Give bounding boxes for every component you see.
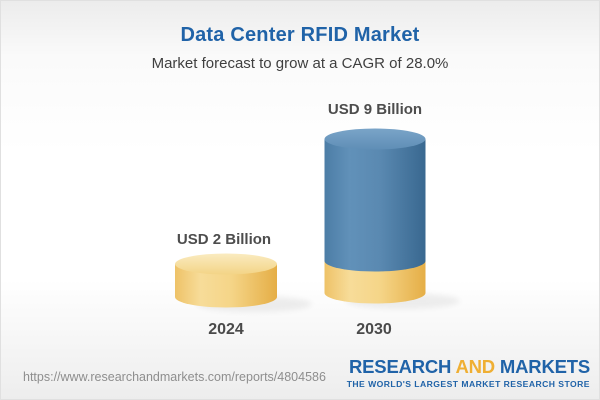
value-label-2024: USD 2 Billion	[176, 231, 272, 248]
bar-2030-top-cap	[324, 128, 426, 150]
bar-2024-top-cap	[175, 253, 277, 275]
source-url: https://www.researchandmarkets.com/repor…	[23, 370, 326, 384]
bar-2030-growth-segment	[324, 128, 426, 272]
logo-research-word: RESEARCH	[349, 356, 452, 377]
bar-2024-cylinder	[175, 253, 312, 312]
brand-logo: RESEARCH AND MARKETS THE WORLD'S LARGEST…	[346, 356, 591, 389]
x-axis-label-2024: 2024	[208, 321, 244, 338]
brand-logo-tagline: THE WORLD'S LARGEST MARKET RESEARCH STOR…	[346, 378, 590, 389]
logo-and-word: AND	[455, 356, 495, 377]
brand-logo-wordmark: RESEARCH AND MARKETS	[347, 356, 590, 377]
x-axis-label-2030: 2030	[356, 321, 392, 338]
chart-title: Data Center RFID Market	[180, 24, 420, 46]
value-label-2030: USD 9 Billion	[327, 101, 423, 118]
logo-markets-word: MARKETS	[499, 356, 590, 377]
chart-subtitle: Market forecast to grow at a CAGR of 28.…	[151, 55, 449, 72]
bar-2030-cylinder	[324, 128, 460, 309]
